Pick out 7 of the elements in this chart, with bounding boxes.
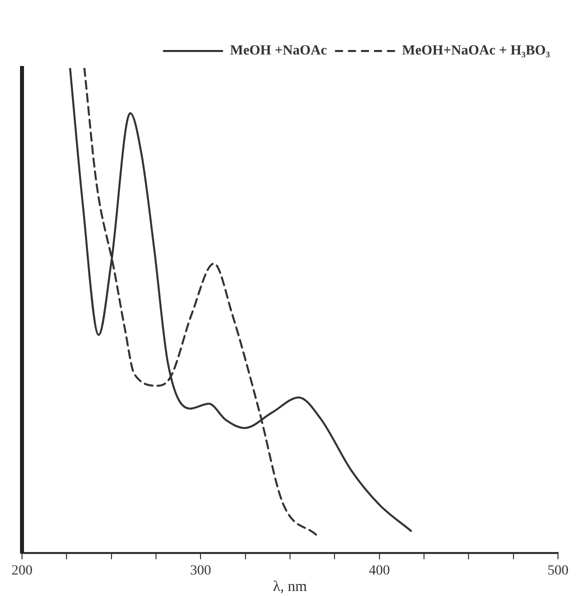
x-tick-label: 300 (190, 563, 212, 578)
x-tick-label: 500 (548, 563, 568, 578)
x-tick-label: 400 (368, 563, 390, 578)
legend-label: MeOH+NaOAc + H₃BO₃ (402, 44, 550, 59)
x-tick-label: 200 (12, 563, 32, 578)
x-axis-title: λ, nm (273, 578, 308, 595)
legend-label: MeOH +NaOAc (230, 44, 328, 59)
